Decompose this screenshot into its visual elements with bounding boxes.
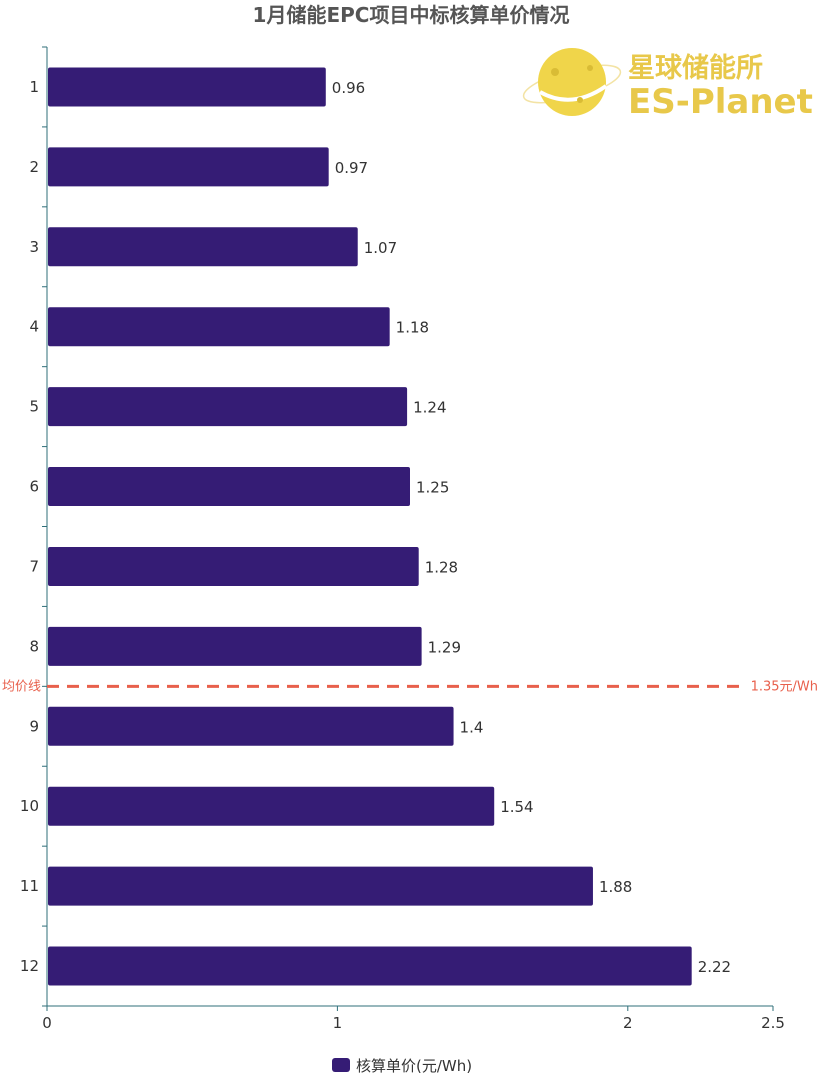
bar [48, 67, 326, 107]
reference-line: 均价线 1.35元/Wh [2, 679, 818, 694]
bars: 0.96 0.97 1.07 1.18 1.24 1.25 1.28 1.29 1.4 1.54 1… [48, 67, 731, 986]
bar [48, 307, 390, 347]
data-label: 1.28 [425, 558, 458, 576]
data-label: 1.4 [460, 718, 484, 736]
chart-title: 1月储能EPC项目中标核算单价情况 [253, 3, 570, 27]
bar [48, 786, 495, 826]
data-label: 1.18 [396, 319, 429, 337]
y-tick-label: 2 [29, 158, 39, 176]
y-tick-label: 7 [29, 557, 39, 575]
planet-icon [538, 48, 606, 116]
bar [48, 467, 410, 507]
bar [48, 946, 692, 986]
y-tick-label: 12 [20, 957, 39, 975]
y-tick-label: 4 [29, 318, 39, 336]
data-label: 2.22 [698, 958, 731, 976]
data-label: 1.88 [599, 878, 632, 896]
data-label: 1.54 [500, 798, 533, 816]
x-tick-label: 2 [623, 1014, 633, 1032]
x-tick-label: 2.5 [761, 1014, 785, 1032]
logo-text-cn: 星球储能所 [628, 52, 763, 84]
bar [48, 626, 422, 666]
data-label: 0.96 [332, 79, 365, 97]
data-label: 1.07 [364, 239, 397, 257]
bar [48, 866, 593, 906]
data-label: 0.97 [335, 159, 368, 177]
y-tick-label: 6 [29, 478, 39, 496]
average-line-label-left: 均价线 [2, 679, 41, 694]
data-label: 1.29 [428, 638, 461, 656]
bar [48, 147, 329, 187]
legend-label: 核算单价(元/Wh) [356, 1057, 472, 1075]
y-tick-label: 5 [29, 398, 39, 416]
legend: 核算单价(元/Wh) [332, 1057, 472, 1075]
y-tick-label: 9 [29, 717, 39, 735]
bar [48, 387, 408, 427]
y-tick-label: 8 [29, 637, 39, 655]
bar [48, 227, 358, 267]
bar [48, 546, 419, 586]
watermark-logo: 星球储能所 ES-Planet [522, 48, 813, 122]
logo-text-en: ES-Planet [628, 82, 813, 122]
legend-swatch [332, 1058, 350, 1072]
x-tick-label: 0 [42, 1014, 52, 1032]
data-label: 1.24 [413, 399, 446, 417]
y-tick-label: 3 [29, 238, 39, 256]
y-tick-label: 11 [20, 877, 39, 895]
x-tick-label: 1 [333, 1014, 343, 1032]
bar [48, 706, 454, 746]
average-line-label-right: 1.35元/Wh [751, 679, 818, 694]
y-tick-label: 10 [20, 797, 39, 815]
data-label: 1.25 [416, 479, 449, 497]
y-tick-label: 1 [29, 78, 39, 96]
